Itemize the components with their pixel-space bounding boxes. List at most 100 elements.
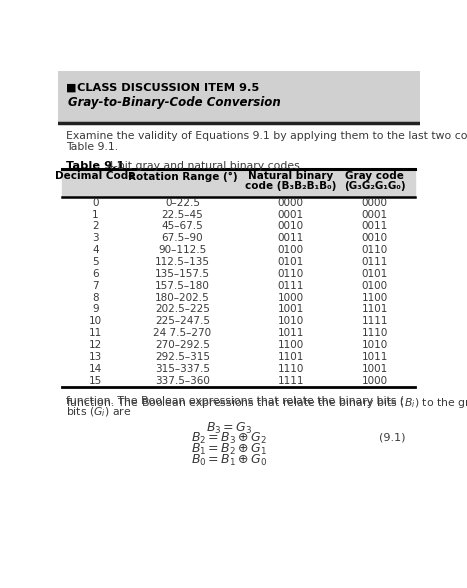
Text: (9.1): (9.1) xyxy=(379,432,405,442)
Text: 2: 2 xyxy=(92,222,99,232)
Text: 1111: 1111 xyxy=(277,376,304,386)
Text: 0000: 0000 xyxy=(278,198,304,208)
Text: 225–247.5: 225–247.5 xyxy=(155,316,210,326)
Text: code (B₃B₂B₁B₀): code (B₃B₂B₁B₀) xyxy=(245,181,337,191)
Text: 7: 7 xyxy=(92,281,99,291)
Text: 0010: 0010 xyxy=(361,233,388,243)
Text: 67.5–90: 67.5–90 xyxy=(162,233,203,243)
Bar xyxy=(62,315,415,328)
Text: 1010: 1010 xyxy=(361,340,388,350)
Text: 15: 15 xyxy=(89,376,102,386)
Text: 1011: 1011 xyxy=(278,328,304,338)
Bar xyxy=(62,232,415,244)
Text: 1011: 1011 xyxy=(361,352,388,362)
Text: 10: 10 xyxy=(89,316,102,326)
Text: 1101: 1101 xyxy=(278,352,304,362)
Text: 0011: 0011 xyxy=(361,222,388,232)
Text: $B_0 = B_1 \oplus G_0$: $B_0 = B_1 \oplus G_0$ xyxy=(191,453,267,468)
Text: 4: 4 xyxy=(92,245,99,255)
Text: 0001: 0001 xyxy=(278,210,304,220)
Text: 1101: 1101 xyxy=(361,305,388,315)
Text: 0101: 0101 xyxy=(278,257,304,267)
Text: 0000: 0000 xyxy=(361,198,388,208)
Text: CLASS DISCUSSION ITEM 9.5: CLASS DISCUSSION ITEM 9.5 xyxy=(77,83,259,93)
Text: 1001: 1001 xyxy=(278,305,304,315)
Bar xyxy=(62,375,415,386)
Text: 13: 13 xyxy=(89,352,102,362)
Text: 0011: 0011 xyxy=(278,233,304,243)
Text: 0101: 0101 xyxy=(361,269,388,279)
Bar xyxy=(62,339,415,351)
Text: 1110: 1110 xyxy=(278,364,304,374)
Text: 3: 3 xyxy=(92,233,99,243)
Text: Gray-to-Binary-Code Conversion: Gray-to-Binary-Code Conversion xyxy=(68,96,280,109)
Text: (G₃G₂G₁G₀): (G₃G₂G₁G₀) xyxy=(344,181,405,191)
Bar xyxy=(62,280,415,292)
Text: 1000: 1000 xyxy=(361,376,388,386)
Text: function. The Boolean expressions that relate the binary bits ($B_i$) to the gra: function. The Boolean expressions that r… xyxy=(66,396,467,410)
Text: 22.5–45: 22.5–45 xyxy=(162,210,203,220)
Text: 202.5–225: 202.5–225 xyxy=(155,305,210,315)
Text: 8: 8 xyxy=(92,293,99,303)
Text: Rotation Range (°): Rotation Range (°) xyxy=(127,172,237,182)
Text: 0110: 0110 xyxy=(278,269,304,279)
Text: 1001: 1001 xyxy=(361,364,388,374)
Bar xyxy=(62,303,415,315)
Bar xyxy=(62,351,415,363)
Bar xyxy=(62,328,415,339)
Bar xyxy=(62,244,415,256)
Bar xyxy=(62,292,415,303)
Bar xyxy=(62,197,415,209)
Text: 0–22.5: 0–22.5 xyxy=(165,198,200,208)
Text: Decimal Code: Decimal Code xyxy=(56,172,136,182)
Text: 337.5–360: 337.5–360 xyxy=(155,376,210,386)
Text: Gray code: Gray code xyxy=(345,172,404,182)
Text: 0110: 0110 xyxy=(361,245,388,255)
Text: function. The Boolean expressions that relate the binary bits (: function. The Boolean expressions that r… xyxy=(66,396,404,406)
Bar xyxy=(62,268,415,280)
Text: Examine the validity of Equations 9.1 by applying them to the last two columns i: Examine the validity of Equations 9.1 by… xyxy=(66,131,467,152)
Text: 112.5–135: 112.5–135 xyxy=(155,257,210,267)
Text: 0111: 0111 xyxy=(278,281,304,291)
Text: 0111: 0111 xyxy=(361,257,388,267)
Text: 270–292.5: 270–292.5 xyxy=(155,340,210,350)
Text: 0: 0 xyxy=(92,198,99,208)
Bar xyxy=(62,169,415,197)
Bar xyxy=(62,363,415,375)
Text: 0010: 0010 xyxy=(278,222,304,232)
Text: 1000: 1000 xyxy=(278,293,304,303)
Text: 12: 12 xyxy=(89,340,102,350)
Text: 24 7.5–270: 24 7.5–270 xyxy=(153,328,212,338)
Text: 0001: 0001 xyxy=(361,210,388,220)
Text: 1100: 1100 xyxy=(278,340,304,350)
Text: 1: 1 xyxy=(92,210,99,220)
Text: $B_2 = B_3 \oplus G_2$: $B_2 = B_3 \oplus G_2$ xyxy=(191,431,267,446)
Text: 0100: 0100 xyxy=(278,245,304,255)
Bar xyxy=(62,220,415,232)
Text: 1111: 1111 xyxy=(361,316,388,326)
Text: 14: 14 xyxy=(89,364,102,374)
Text: 180–202.5: 180–202.5 xyxy=(155,293,210,303)
Text: Natural binary: Natural binary xyxy=(248,172,333,182)
Text: ■: ■ xyxy=(66,83,77,93)
Text: 1100: 1100 xyxy=(361,293,388,303)
Text: 135–157.5: 135–157.5 xyxy=(155,269,210,279)
Text: 1010: 1010 xyxy=(278,316,304,326)
Text: 11: 11 xyxy=(89,328,102,338)
Text: 315–337.5: 315–337.5 xyxy=(155,364,210,374)
Bar xyxy=(62,209,415,220)
Text: 157.5–180: 157.5–180 xyxy=(155,281,210,291)
Text: $B_3 = G_3$: $B_3 = G_3$ xyxy=(205,420,252,436)
Text: bits ($G_i$) are: bits ($G_i$) are xyxy=(66,406,132,419)
Text: 5: 5 xyxy=(92,257,99,267)
Text: $B_1 = B_2 \oplus G_1$: $B_1 = B_2 \oplus G_1$ xyxy=(191,442,267,457)
Text: 4-bit gray and natural binary codes: 4-bit gray and natural binary codes xyxy=(100,162,300,172)
Text: 45–67.5: 45–67.5 xyxy=(162,222,203,232)
Text: 1110: 1110 xyxy=(361,328,388,338)
Text: 6: 6 xyxy=(92,269,99,279)
Text: 0100: 0100 xyxy=(361,281,388,291)
Text: 90–112.5: 90–112.5 xyxy=(158,245,206,255)
Text: Table 9.1: Table 9.1 xyxy=(66,162,125,172)
Text: 9: 9 xyxy=(92,305,99,315)
Bar xyxy=(58,71,420,123)
